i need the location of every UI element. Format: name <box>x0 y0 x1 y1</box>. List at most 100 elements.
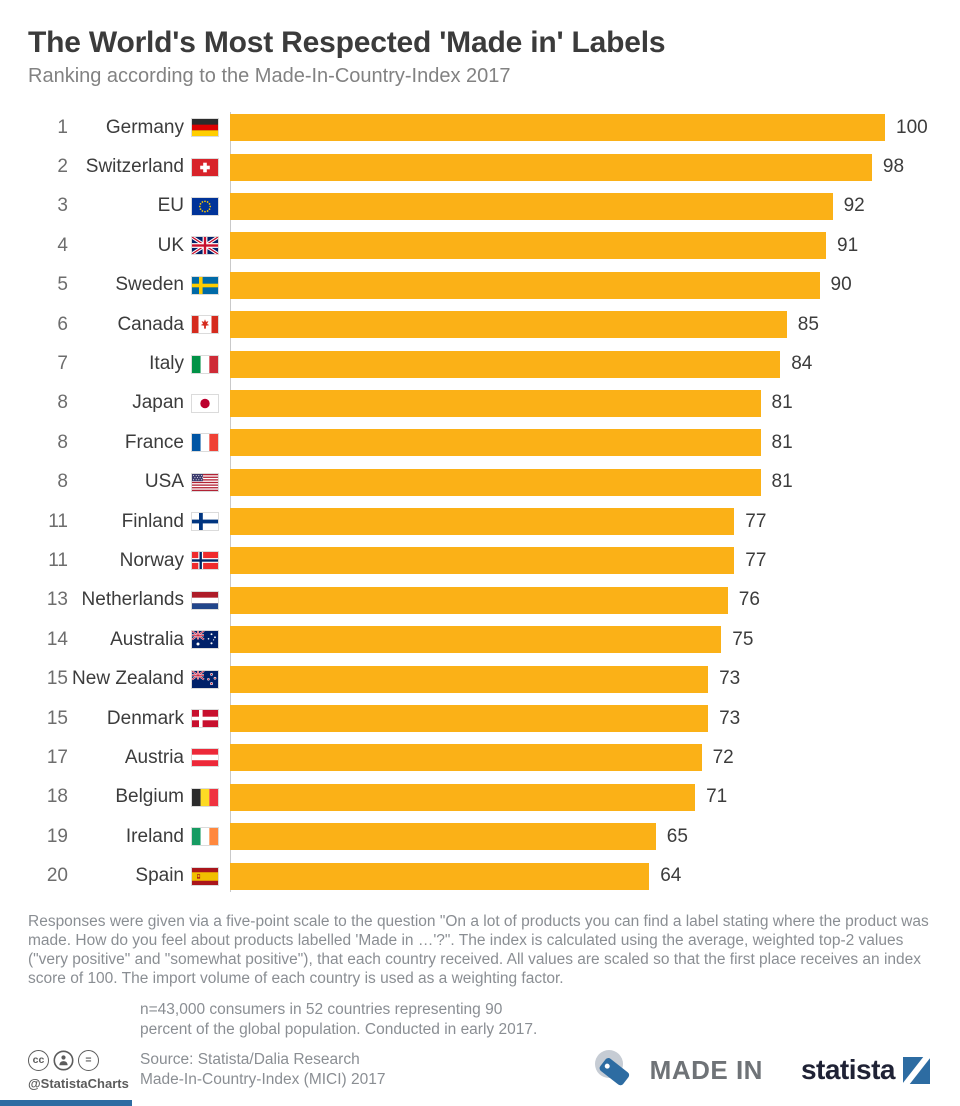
value-label: 98 <box>882 156 905 178</box>
sample-note: n=43,000 consumers in 52 countries repre… <box>140 1000 538 1038</box>
country-cell: Spain <box>68 865 218 887</box>
value-label: 84 <box>791 353 813 375</box>
country-cell: Switzerland <box>68 156 218 178</box>
value-label: 85 <box>797 313 819 335</box>
bar-track: 64 <box>230 862 932 890</box>
chart-row: 1 Germany 100 <box>28 108 932 147</box>
bar-track: 100 <box>230 114 932 142</box>
value-label: 73 <box>719 707 741 729</box>
source-block: Source: Statista/Dalia Research Made-In-… <box>140 1050 386 1090</box>
value-bar <box>230 862 650 890</box>
rank-label: 11 <box>48 510 68 532</box>
license-block: cc = @StatistaCharts <box>28 1049 140 1091</box>
value-bar <box>230 705 709 733</box>
chart-row: 20 Spain 64 <box>28 856 932 895</box>
rank-label: 3 <box>57 195 68 217</box>
chart-row: 8 Japan 81 <box>28 384 932 423</box>
rank-label: 15 <box>46 668 68 690</box>
chart-rows: 1 Germany 100 2 Switzerland 98 3 EU 92 4 UK 91 5 Swed… <box>28 108 932 896</box>
country-label: Norway <box>119 549 184 571</box>
rank-label: 8 <box>57 471 68 493</box>
bar-track: 81 <box>230 468 932 496</box>
flag-eu-icon <box>192 197 218 215</box>
value-label: 81 <box>771 392 793 414</box>
bar-track: 81 <box>230 389 932 417</box>
bar-track: 73 <box>230 665 932 693</box>
made-in-label: MADE IN <box>649 1054 763 1085</box>
statista-logo: statista <box>800 1053 931 1089</box>
bar-track: 92 <box>230 192 932 220</box>
value-bar <box>230 508 735 536</box>
country-label: EU <box>157 195 184 217</box>
chart-row: 3 EU 92 <box>28 187 932 226</box>
country-cell: Germany <box>68 117 218 139</box>
bar-track: 76 <box>230 586 932 614</box>
statista-wordmark: statista <box>800 1054 896 1086</box>
value-bar <box>230 744 702 772</box>
country-cell: UK <box>68 235 218 257</box>
chart-row: 5 Sweden 90 <box>28 266 932 305</box>
country-cell: Norway <box>68 550 218 572</box>
rank-label: 1 <box>57 116 68 138</box>
country-label: Australia <box>110 628 184 650</box>
page-title: The World's Most Respected 'Made in' Lab… <box>28 26 666 59</box>
country-cell: Australia <box>68 629 218 651</box>
chart-row: 6 Canada 85 <box>28 305 932 344</box>
value-bar <box>230 232 826 260</box>
flag-be-icon <box>192 788 218 806</box>
rank-label: 6 <box>57 313 68 335</box>
footer: cc = @StatistaCharts Source: Statista/Da… <box>28 1049 932 1091</box>
country-cell: Austria <box>68 747 218 769</box>
country-label: Germany <box>105 116 184 138</box>
value-label: 100 <box>896 116 928 138</box>
bar-track: 91 <box>230 232 932 260</box>
country-cell: EU <box>68 195 218 217</box>
flag-fi-icon <box>192 513 218 531</box>
rank-label: 14 <box>46 628 68 650</box>
footer-accent-strip <box>0 1100 132 1106</box>
flag-uk-icon <box>192 237 218 255</box>
chart-row: 8 France 81 <box>28 423 932 462</box>
source-line: Made-In-Country-Index (MICI) 2017 <box>140 1071 386 1089</box>
country-label: Ireland <box>125 825 184 847</box>
bar-track: 81 <box>230 429 932 457</box>
bar-track: 73 <box>230 705 932 733</box>
flag-at-icon <box>192 749 218 767</box>
flag-us-icon <box>192 473 218 491</box>
rank-label: 8 <box>57 431 68 453</box>
statista-logo-icon <box>901 1053 931 1089</box>
country-label: Austria <box>124 746 184 768</box>
value-label: 81 <box>771 471 793 493</box>
country-cell: Denmark <box>68 708 218 730</box>
rank-label: 13 <box>46 589 68 611</box>
country-label: Switzerland <box>85 156 184 178</box>
attribution-person-icon <box>53 1050 74 1071</box>
flag-it-icon <box>192 355 218 373</box>
chart-row: 8 USA 81 <box>28 463 932 502</box>
country-label: UK <box>157 234 184 256</box>
flag-nz-icon <box>192 670 218 688</box>
bar-track: 90 <box>230 271 932 299</box>
value-label: 71 <box>706 786 728 808</box>
value-bar <box>230 468 761 496</box>
rank-label: 7 <box>57 353 68 375</box>
value-bar <box>230 192 833 220</box>
value-label: 81 <box>771 431 793 453</box>
value-bar <box>230 350 781 378</box>
page-subtitle: Ranking according to the Made-In-Country… <box>28 65 511 87</box>
flag-nl-icon <box>192 591 218 609</box>
chart-row: 4 UK 91 <box>28 226 932 265</box>
value-bar <box>230 271 820 299</box>
country-label: New Zealand <box>72 668 184 690</box>
country-cell: Ireland <box>68 826 218 848</box>
country-cell: USA <box>68 471 218 493</box>
value-bar <box>230 586 728 614</box>
bar-track: 84 <box>230 350 932 378</box>
country-cell: Italy <box>68 353 218 375</box>
bar-track: 71 <box>230 783 932 811</box>
bar-track: 98 <box>230 153 932 181</box>
chart-row: 11 Finland 77 <box>28 502 932 541</box>
equals-icon: = <box>78 1049 99 1071</box>
country-cell: Belgium <box>68 786 218 808</box>
